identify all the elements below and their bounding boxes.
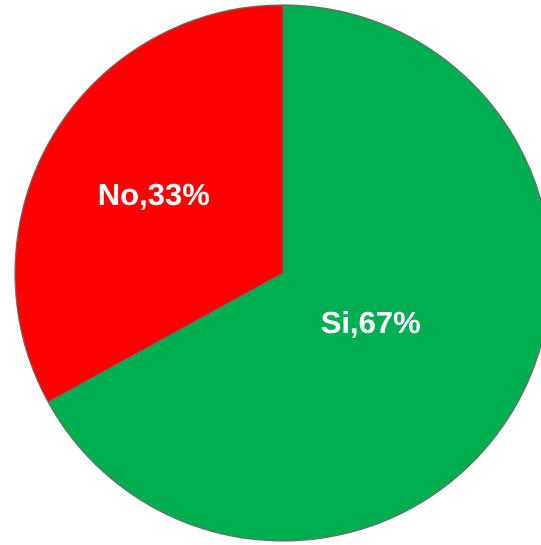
pie-labels: Si,67% No,33% [98, 177, 421, 340]
pie-slices [14, 4, 541, 542]
pie-slice-no [14, 4, 284, 403]
pie-label-no: No,33% [98, 177, 210, 212]
pie-slice-si [47, 4, 541, 542]
pie-label-si: Si,67% [321, 305, 421, 340]
